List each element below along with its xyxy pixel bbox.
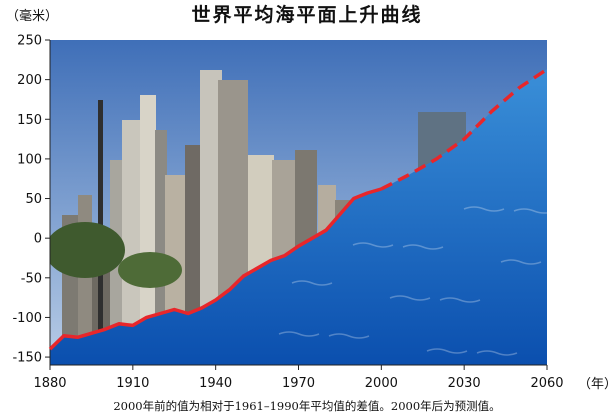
chart-caption: 2000年前的值为相对于1961–1990年平均值的差值。2000年后为预测值。	[113, 399, 501, 413]
y-tick-label: 250	[17, 34, 42, 49]
building	[200, 70, 222, 365]
x-tick-label: 1910	[116, 376, 149, 391]
y-tick-label: 200	[17, 73, 42, 88]
x-axis-ticks: 1880 1910 1940 1970 2000 2030 2060	[33, 365, 564, 391]
y-tick-label: -50	[21, 271, 42, 286]
ripple	[278, 331, 320, 337]
x-tick-label: 1940	[199, 376, 232, 391]
x-tick-label: 2060	[530, 376, 563, 391]
x-axis-unit-label: （年）	[578, 377, 614, 392]
y-tick-label: 0	[34, 232, 42, 247]
tree	[118, 252, 182, 288]
y-tick-label: 100	[17, 152, 42, 167]
sea-level-projected-line	[380, 67, 548, 191]
ripple	[402, 244, 444, 250]
chart-title: 世界平均海平面上升曲线	[191, 4, 423, 26]
building	[122, 120, 142, 365]
y-tick-label: 50	[25, 192, 42, 207]
y-axis-unit-label: （毫米）	[6, 9, 59, 24]
building	[155, 130, 167, 365]
x-tick-label: 2030	[448, 376, 481, 391]
ripple	[476, 350, 518, 356]
ripple	[439, 297, 481, 303]
x-tick-label: 2000	[365, 376, 398, 391]
y-tick-label: -150	[12, 351, 42, 366]
ripple	[500, 259, 542, 265]
x-tick-label: 1970	[282, 376, 315, 391]
y-tick-label: 150	[17, 113, 42, 128]
sea-level-observed-line	[48, 187, 382, 351]
ripple	[291, 280, 333, 286]
ripple	[463, 206, 505, 212]
building	[140, 95, 156, 365]
ripple	[328, 333, 370, 339]
y-tick-label: -100	[12, 311, 42, 326]
water-ripples	[278, 206, 547, 356]
ripple	[513, 208, 547, 214]
y-axis-ticks: -150 -100 -50 0 50 100 150 200 250	[12, 34, 50, 366]
ripple	[352, 242, 394, 248]
tree	[50, 222, 125, 278]
ripple	[389, 295, 431, 301]
water-area	[50, 69, 547, 365]
ripple	[426, 348, 468, 354]
x-tick-label: 1880	[33, 376, 66, 391]
